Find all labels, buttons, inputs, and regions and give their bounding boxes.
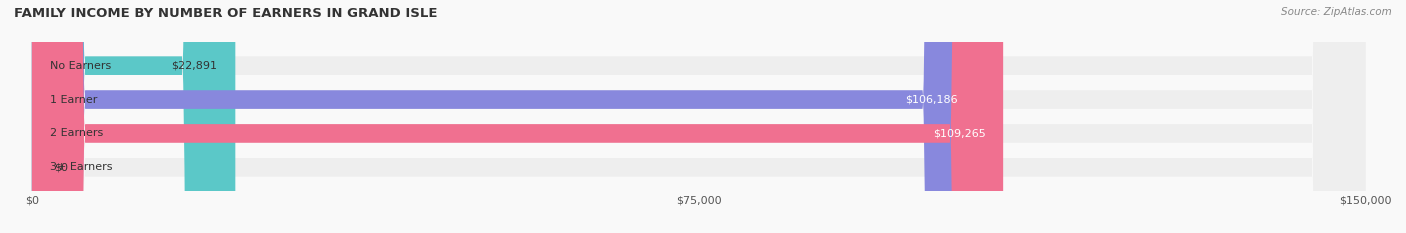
FancyBboxPatch shape [32, 0, 976, 233]
FancyBboxPatch shape [32, 0, 1365, 233]
Text: $109,265: $109,265 [932, 128, 986, 138]
FancyBboxPatch shape [32, 0, 1365, 233]
Text: 1 Earner: 1 Earner [49, 95, 97, 105]
Text: Source: ZipAtlas.com: Source: ZipAtlas.com [1281, 7, 1392, 17]
Text: $106,186: $106,186 [905, 95, 957, 105]
FancyBboxPatch shape [32, 0, 1365, 233]
Text: 2 Earners: 2 Earners [49, 128, 103, 138]
Text: 3+ Earners: 3+ Earners [49, 162, 112, 172]
FancyBboxPatch shape [32, 0, 235, 233]
Text: FAMILY INCOME BY NUMBER OF EARNERS IN GRAND ISLE: FAMILY INCOME BY NUMBER OF EARNERS IN GR… [14, 7, 437, 20]
Text: $0: $0 [53, 162, 67, 172]
FancyBboxPatch shape [32, 0, 1365, 233]
Text: No Earners: No Earners [49, 61, 111, 71]
FancyBboxPatch shape [32, 0, 1002, 233]
Text: $22,891: $22,891 [172, 61, 218, 71]
